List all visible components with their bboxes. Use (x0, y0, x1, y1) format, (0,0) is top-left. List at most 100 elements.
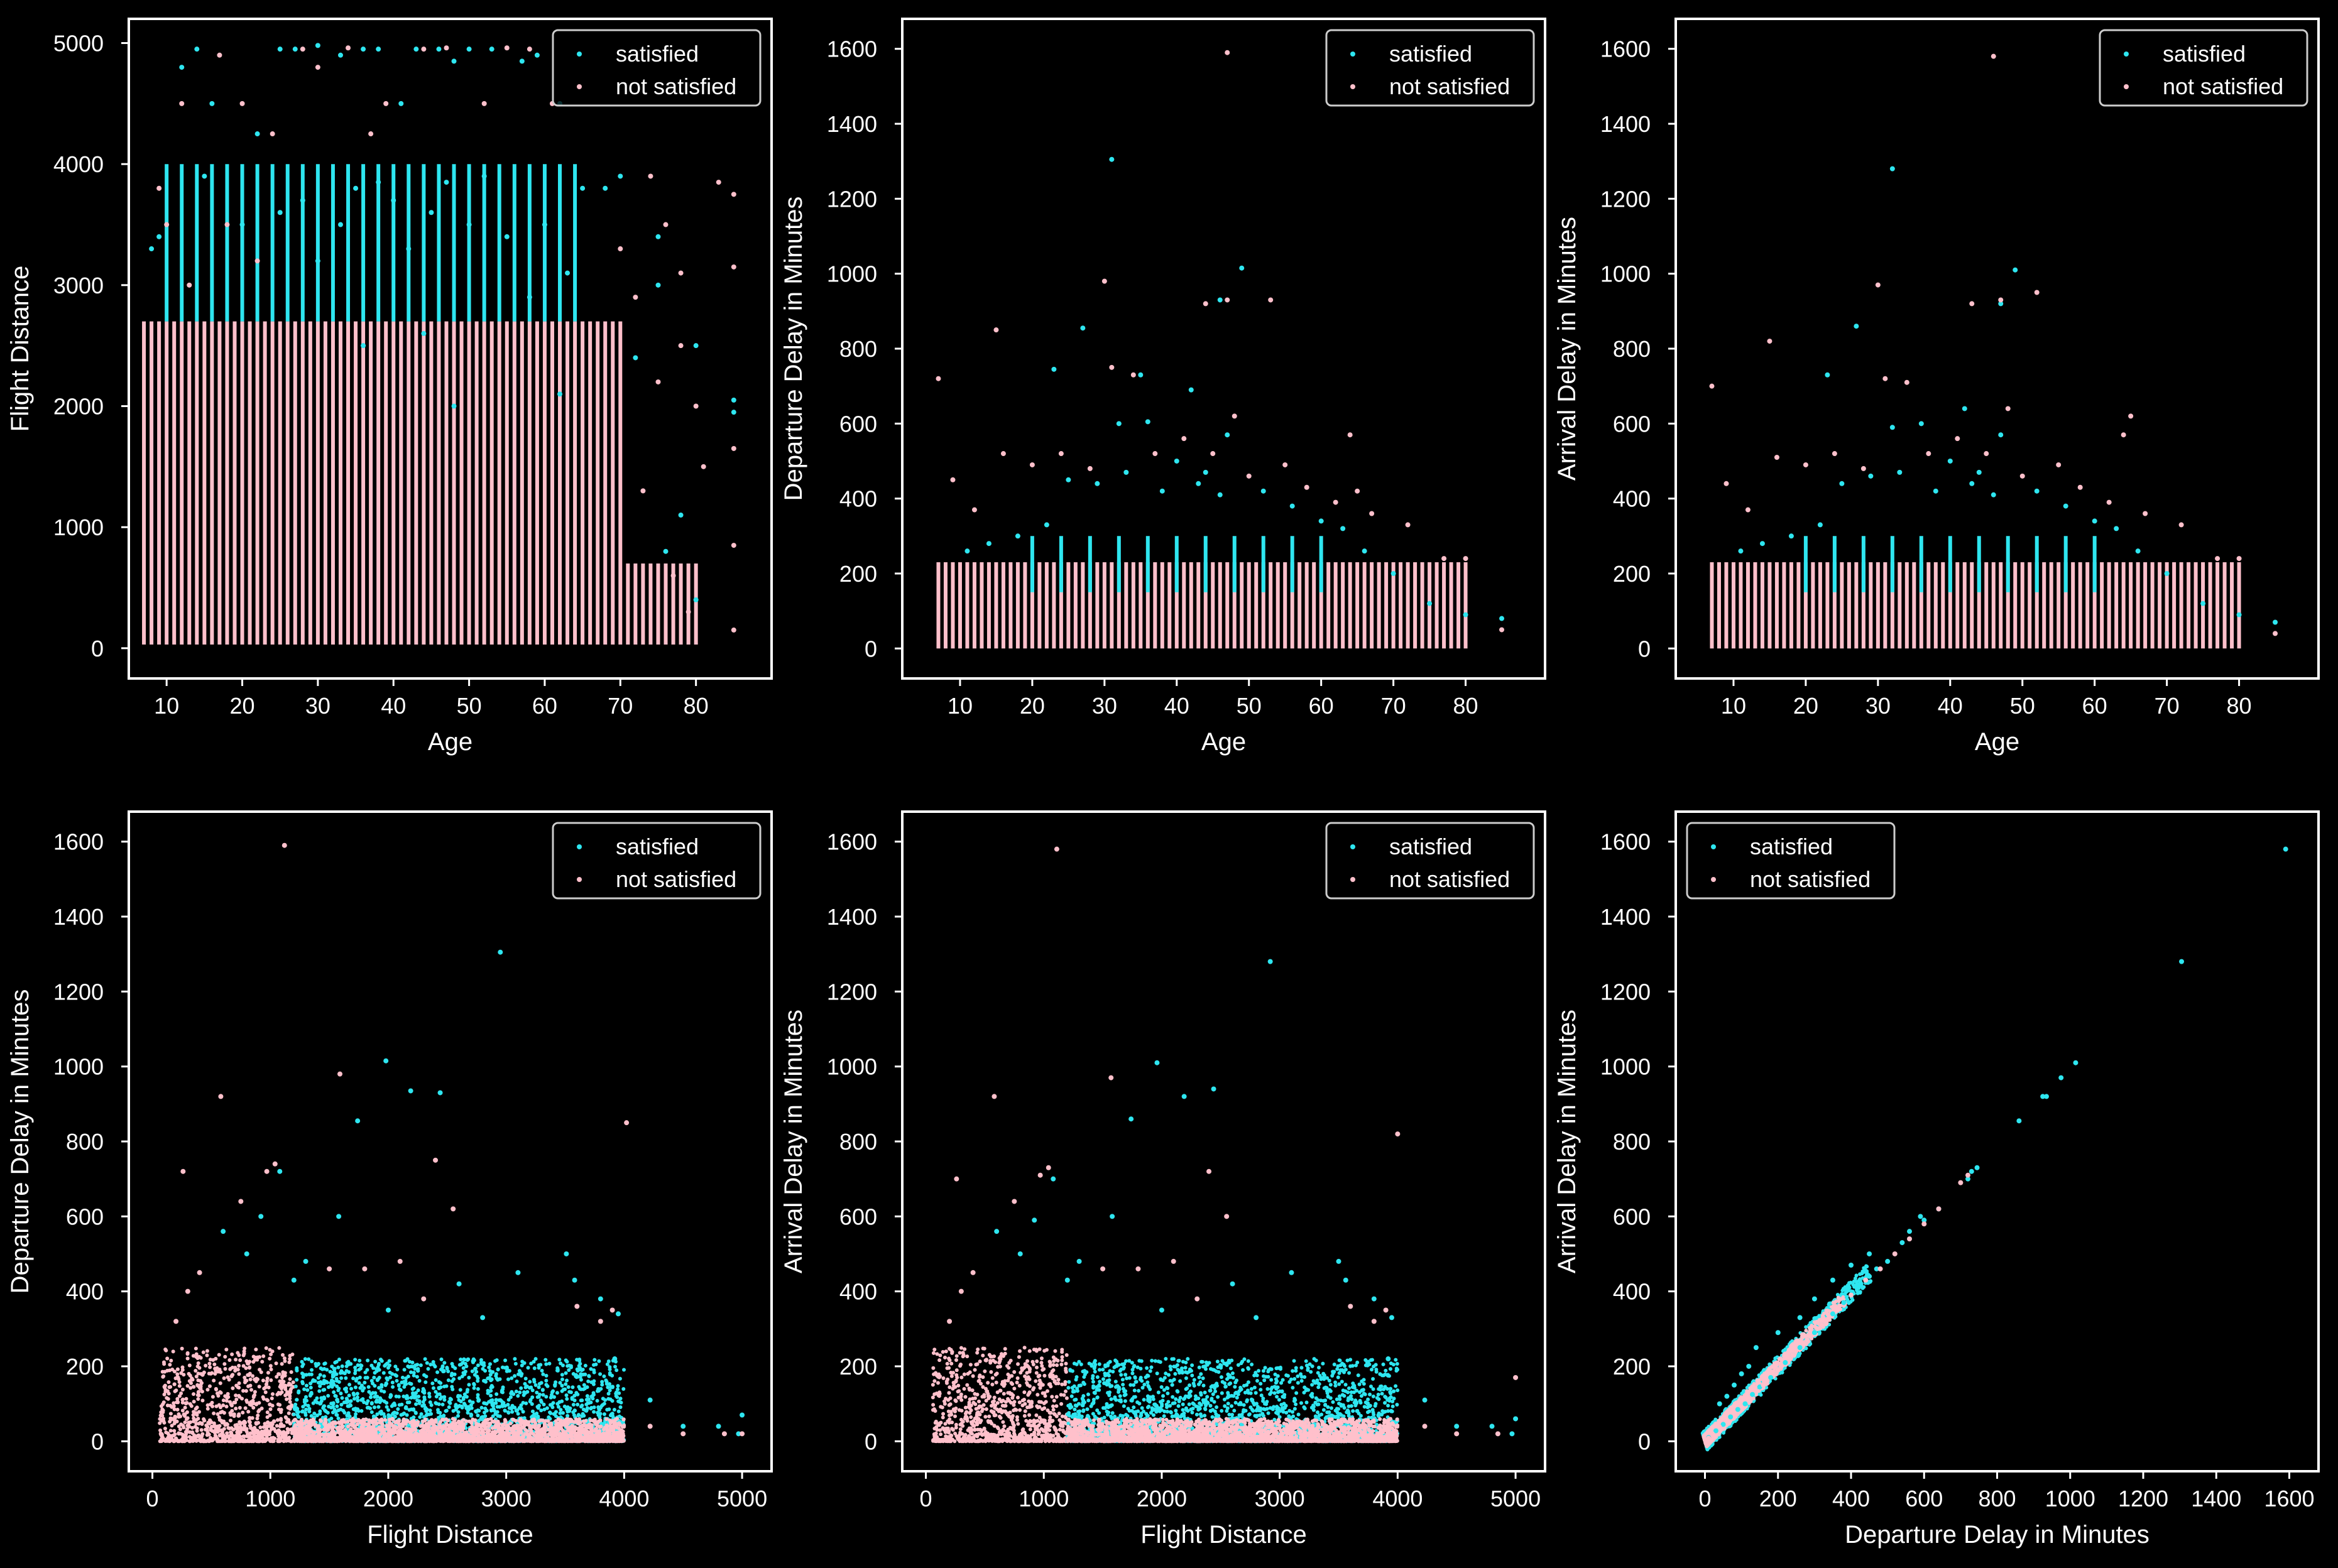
x-tick-label: 70 (1381, 693, 1406, 719)
density-band-satisfied-1 (596, 1386, 601, 1391)
density-band-satisfied-1 (327, 1404, 331, 1408)
density-band-satisfied-1 (506, 1403, 510, 1407)
density-band-not-satisfied-0 (265, 1428, 269, 1432)
density-band-not-satisfied-0 (223, 1366, 227, 1371)
scatter-point-satisfied (315, 258, 320, 264)
density-band-satisfied-1 (347, 1393, 351, 1398)
scatter-point-not-satisfied (1463, 556, 1468, 562)
density-band-not-satisfied-0 (180, 1387, 185, 1391)
x-axis-ticks: 10 20 30 40 50 60 70 80 (948, 678, 1478, 719)
scatter-point-satisfied (1969, 481, 1975, 486)
scatter-point-satisfied (421, 330, 427, 336)
y-tick-label: 1600 (827, 36, 877, 62)
density-band-not-satisfied-0 (259, 1433, 263, 1437)
density-band-satisfied-1 (295, 1378, 299, 1382)
density-band-satisfied-1 (492, 1402, 496, 1406)
scatter-point-not-satisfied (648, 173, 653, 179)
density-band-satisfied-1 (431, 1359, 435, 1364)
density-band-not-satisfied-0 (197, 1410, 201, 1414)
scatter-point-not-satisfied (655, 379, 661, 384)
scatter-point-satisfied (1044, 522, 1049, 528)
density-band-satisfied-1 (330, 1410, 335, 1415)
density-band-satisfied-1 (407, 1400, 412, 1405)
scatter-point-not-satisfied (2178, 522, 2184, 528)
scatter-point-satisfied (1998, 432, 2004, 438)
density-band-satisfied-1 (617, 1399, 621, 1403)
density-band-satisfied-1 (460, 1375, 464, 1379)
density-band-satisfied-1 (564, 1393, 569, 1397)
density-band-not-satisfied-0 (251, 1374, 255, 1378)
density-band-not-satisfied-0 (184, 1396, 188, 1401)
density-band-satisfied-1 (521, 1410, 525, 1414)
density-band-satisfied-1 (529, 1361, 533, 1366)
density-band-satisfied-1 (576, 1402, 580, 1407)
scatter-point-satisfied (406, 246, 412, 252)
density-band-not-satisfied-0 (288, 1357, 292, 1361)
density-band-not-satisfied-0 (168, 1385, 173, 1389)
density-band-satisfied-1 (613, 1364, 618, 1369)
density-band-not-satisfied-0 (248, 1420, 252, 1425)
y-tick-label: 1400 (1600, 111, 1651, 137)
scatter-point-satisfied (337, 52, 343, 58)
density-band-not-satisfied-0 (268, 1439, 273, 1444)
density-band-satisfied-1 (513, 1374, 517, 1378)
density-band-not-satisfied-0 (208, 1418, 212, 1422)
scatter-point-not-satisfied (270, 131, 275, 137)
density-band-satisfied-1 (484, 1408, 489, 1413)
density-band-satisfied-1 (547, 1361, 552, 1366)
density-band-not-satisfied-0 (164, 1430, 168, 1435)
scatter-point-satisfied (1991, 492, 1996, 498)
scatter-point-satisfied (1095, 481, 1100, 486)
density-band-not-satisfied-0 (241, 1388, 246, 1393)
density-band-satisfied-1 (483, 1369, 488, 1373)
scatter-point-not-satisfied (2034, 290, 2040, 295)
density-band-not-satisfied-0 (185, 1424, 190, 1428)
density-band-not-satisfied-0 (285, 1430, 290, 1434)
density-band-satisfied-1 (355, 1391, 359, 1396)
density-band-not-satisfied-0 (194, 1375, 199, 1379)
density-band-not-satisfied-0 (288, 1388, 293, 1393)
density-band-not-satisfied-0 (237, 1381, 241, 1385)
density-band-not-satisfied-0 (190, 1430, 195, 1434)
x-tick-label: 50 (457, 693, 482, 719)
density-band-satisfied-1 (483, 1401, 488, 1405)
density-band-satisfied-1 (310, 1379, 315, 1383)
density-band-not-satisfied-0 (269, 1427, 273, 1432)
x-axis-ticks: 10 20 30 40 50 60 70 80 (1721, 678, 2252, 719)
density-band-not-satisfied-0 (261, 1396, 266, 1401)
scatter-point-not-satisfied (1405, 522, 1411, 528)
legend-marker-satisfied (1350, 52, 1355, 57)
density-band-not-satisfied-0 (285, 1427, 290, 1431)
scatter-point-not-satisfied (1355, 488, 1360, 494)
density-band-satisfied-1 (413, 1363, 418, 1368)
density-band-satisfied-1 (449, 1397, 453, 1402)
scatter-point-satisfied (1868, 473, 1874, 479)
density-band-satisfied-1 (358, 1363, 363, 1368)
density-band-satisfied-1 (356, 1408, 361, 1413)
density-band-not-satisfied-0 (275, 1392, 280, 1396)
density-band-not-satisfied-0 (195, 1413, 199, 1417)
density-band-satisfied-1 (362, 1400, 366, 1405)
density-band-not-satisfied-0 (237, 1385, 241, 1390)
density-band-satisfied-1 (595, 1398, 599, 1403)
scatter-point-not-satisfied (686, 609, 691, 615)
density-band-satisfied-1 (479, 1358, 483, 1362)
density-band-satisfied-1 (461, 1395, 466, 1400)
density-band-satisfied-1 (439, 1414, 443, 1418)
density-band-satisfied-1 (592, 1405, 596, 1410)
density-band-satisfied-1 (407, 1364, 412, 1369)
density-band-not-satisfied-2 (391, 1417, 395, 1422)
scatter-point-satisfied (2092, 518, 2097, 524)
density-band-satisfied-1 (446, 1369, 451, 1373)
density-band-satisfied-1 (489, 1398, 493, 1403)
density-band-satisfied-1 (456, 1410, 461, 1414)
density-band-satisfied-1 (456, 1413, 460, 1418)
density-band-not-satisfied-0 (185, 1401, 189, 1405)
density-band-not-satisfied-0 (205, 1407, 210, 1411)
scatter-point-not-satisfied (1723, 481, 1729, 486)
scatter-point-not-satisfied (2128, 413, 2134, 419)
scatter-point-satisfied (1116, 421, 1122, 427)
density-band-satisfied-1 (355, 1395, 359, 1400)
density-band-satisfied-1 (404, 1376, 408, 1381)
